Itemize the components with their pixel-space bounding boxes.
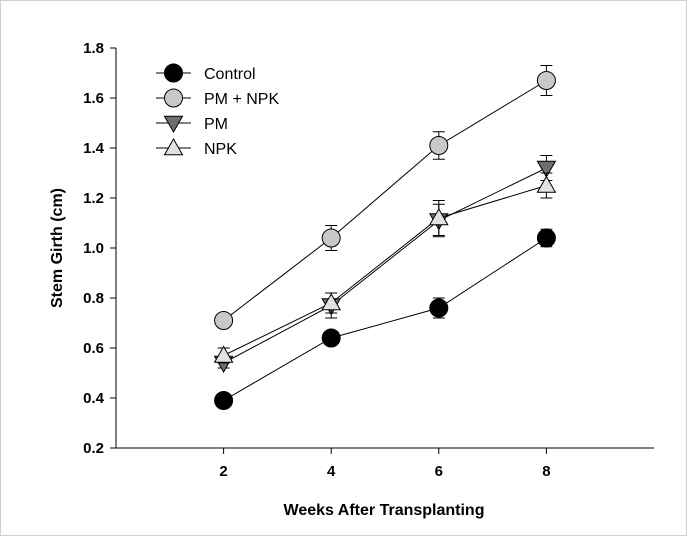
data-point-control <box>536 228 556 248</box>
legend-label: Control <box>204 66 256 83</box>
data-point-pm-npk <box>536 71 556 90</box>
y-tick-label: 1.8 <box>83 40 104 57</box>
legend-marker <box>164 63 183 83</box>
series-pm <box>213 155 557 374</box>
y-tick-label: 0.8 <box>83 290 104 307</box>
legend: Control PM + NPK PM NPK <box>156 63 279 158</box>
series-npk <box>213 172 557 364</box>
data-point-control <box>321 328 341 348</box>
y-tick-label: 1.0 <box>83 240 104 257</box>
legend-label: PM + NPK <box>204 91 279 108</box>
data-point-npk <box>213 345 234 363</box>
series-line-npk <box>223 185 547 356</box>
data-point-control <box>429 298 449 318</box>
x-tick-label: 8 <box>542 463 550 480</box>
series-control <box>214 228 556 410</box>
data-point-pm-npk <box>214 311 234 330</box>
y-tick-label: 0.2 <box>83 440 104 457</box>
x-tick-label: 2 <box>219 463 227 480</box>
plot-area <box>213 65 557 410</box>
legend-item-control: Control <box>156 63 256 83</box>
legend-item-npk: NPK <box>156 137 237 158</box>
data-point-pm-npk <box>321 228 341 248</box>
y-tick-label: 0.4 <box>83 390 105 407</box>
x-axis-title: Weeks After Transplanting <box>284 502 485 519</box>
data-point-control <box>214 391 234 410</box>
legend-marker <box>163 137 184 156</box>
series-pm-npk <box>214 65 556 330</box>
legend-label: NPK <box>204 141 237 158</box>
y-tick-label: 1.6 <box>83 90 104 107</box>
y-tick-label: 1.4 <box>83 140 105 157</box>
axes: 0.2 0.4 0.6 0.8 1.0 1.2 1.4 1.6 1.8 2 4 6 8 <box>83 40 654 480</box>
series-line-control <box>223 237 547 401</box>
legend-item-pm-npk: PM + NPK <box>156 88 279 108</box>
x-tick-label: 4 <box>327 463 336 480</box>
series-line-pm-npk <box>223 80 547 321</box>
legend-marker <box>163 115 184 134</box>
x-tick-label: 6 <box>435 463 443 480</box>
series-line-pm <box>223 167 547 364</box>
legend-label: PM <box>204 116 228 133</box>
legend-marker <box>164 88 183 108</box>
data-point-pm-npk <box>429 136 449 155</box>
legend-item-pm: PM <box>156 115 228 134</box>
data-point-npk <box>428 207 449 226</box>
data-point-npk <box>321 292 342 311</box>
data-point-pm <box>536 160 557 179</box>
y-tick-label: 1.2 <box>83 190 104 207</box>
y-axis-title: Stem Girth (cm) <box>49 188 66 308</box>
data-point-npk <box>536 175 557 193</box>
y-tick-label: 0.6 <box>83 340 104 357</box>
